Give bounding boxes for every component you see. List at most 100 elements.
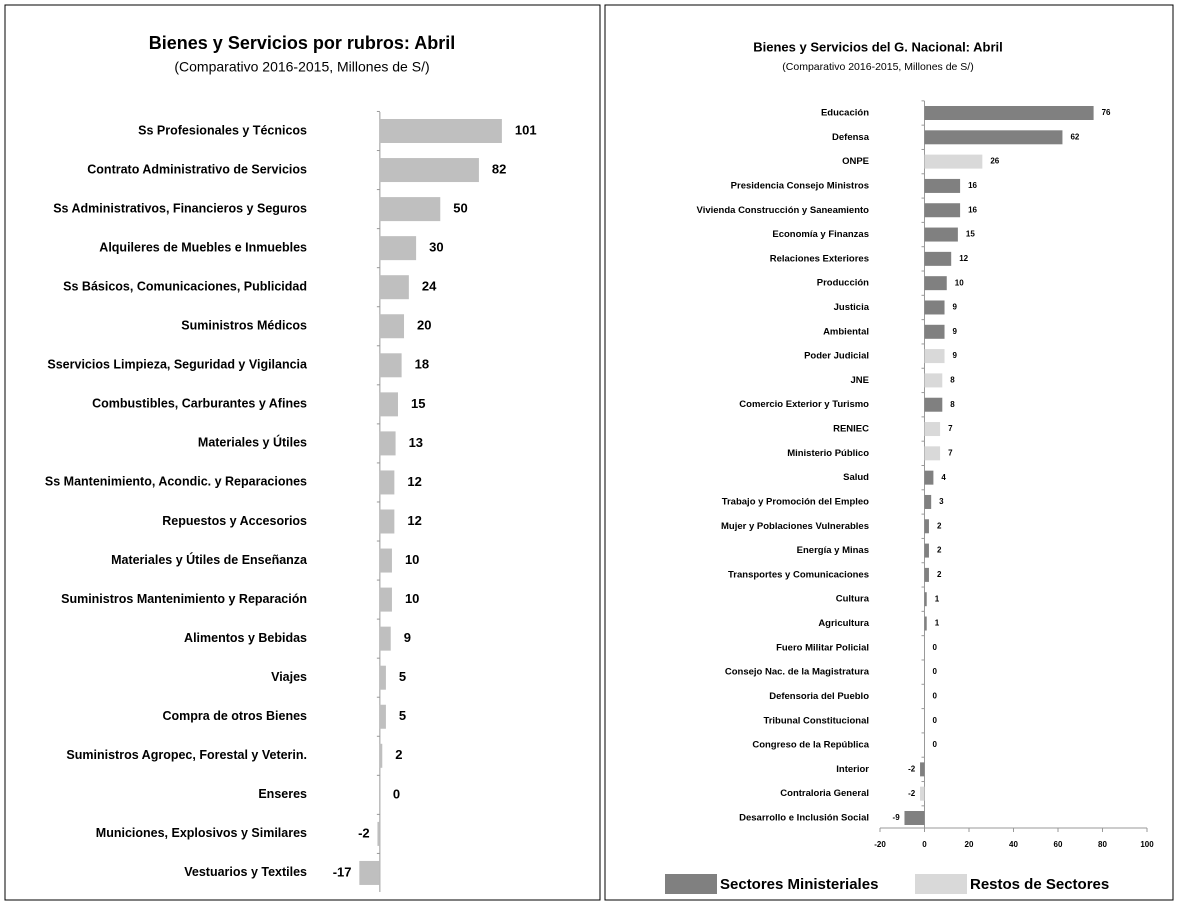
value-label: 1: [935, 619, 940, 628]
value-label: 82: [492, 161, 506, 176]
bar: [924, 422, 941, 437]
category-label: Ss Administrativos, Financieros y Seguro…: [53, 201, 307, 215]
value-label: 15: [966, 230, 975, 239]
value-label: 2: [937, 546, 942, 555]
legend-label: Restos de Sectores: [970, 876, 1109, 893]
category-label: Ss Profesionales y Técnicos: [138, 123, 307, 137]
bar: [379, 236, 417, 261]
category-label: Energía y Minas: [797, 545, 869, 556]
bar: [379, 509, 395, 534]
category-label: Vestuarios y Textiles: [184, 865, 307, 879]
value-label: 0: [933, 716, 938, 725]
value-label: -2: [908, 764, 916, 773]
bar: [924, 446, 941, 461]
value-label: 16: [968, 205, 977, 214]
bar: [924, 616, 927, 631]
bar: [924, 130, 1063, 145]
category-label: Viajes: [271, 670, 307, 684]
bar: [377, 821, 380, 846]
value-label: 10: [405, 552, 419, 567]
chart-subtitle: (Comparativo 2016-2015, Millones de S/): [174, 59, 429, 75]
bar: [924, 567, 929, 582]
category-label: Defensa: [832, 132, 870, 143]
category-label: Materiales y Útiles de Enseñanza: [111, 552, 308, 567]
category-label: Transportes y Comunicaciones: [728, 569, 869, 580]
value-label: 5: [399, 708, 406, 723]
value-label: 7: [948, 424, 953, 433]
bar: [924, 397, 943, 412]
category-label: Justicia: [834, 302, 870, 313]
bar: [379, 548, 392, 573]
category-label: Contraloria General: [780, 788, 869, 799]
category-label: Fuero Militar Policial: [776, 642, 869, 653]
category-label: RENIEC: [833, 424, 869, 435]
bar: [924, 373, 943, 388]
bar: [924, 349, 945, 364]
category-label: Consejo Nac. de la Magistratura: [725, 667, 870, 678]
category-label: Interior: [836, 764, 869, 775]
bar: [924, 154, 983, 169]
x-tick-label: 100: [1140, 840, 1154, 849]
category-label: Desarrollo e Inclusión Social: [739, 813, 869, 824]
value-label: 10: [405, 591, 419, 606]
x-tick-label: -20: [874, 840, 886, 849]
bar: [379, 587, 392, 612]
category-label: Salud: [843, 472, 869, 483]
category-label: Alimentos y Bebidas: [184, 631, 307, 645]
bar: [379, 470, 395, 495]
category-label: Comercio Exterior y Turismo: [739, 399, 869, 410]
value-label: 101: [515, 122, 537, 137]
category-label: Enseres: [258, 787, 307, 801]
bar: [924, 276, 947, 291]
bar: [379, 353, 402, 378]
bar: [379, 392, 398, 417]
legend-swatch: [915, 874, 967, 894]
value-label: 18: [415, 357, 429, 372]
category-label: Cultura: [836, 594, 870, 605]
bar: [924, 519, 929, 534]
bar: [379, 275, 409, 300]
value-label: 12: [959, 254, 968, 263]
value-label: 2: [937, 521, 942, 530]
category-label: Municiones, Explosivos y Similares: [96, 826, 307, 840]
value-label: 9: [953, 303, 958, 312]
category-label: ONPE: [842, 156, 869, 167]
bar: [924, 251, 952, 266]
x-tick-label: 60: [1054, 840, 1063, 849]
category-label: Economía y Finanzas: [772, 229, 869, 240]
category-label: Suministros Médicos: [181, 319, 307, 333]
category-label: Sservicios Limpieza, Seguridad y Vigilan…: [47, 358, 308, 372]
legend-swatch: [665, 874, 717, 894]
bar: [924, 494, 932, 509]
category-label: Poder Judicial: [804, 351, 869, 362]
value-label: 1: [935, 594, 940, 603]
category-label: Contrato Administrativo de Servicios: [87, 162, 307, 176]
category-label: Presidencia Consejo Ministros: [731, 180, 869, 191]
category-label: Ministerio Público: [787, 448, 869, 459]
value-label: 20: [417, 318, 431, 333]
bar: [379, 119, 502, 143]
category-label: Educación: [821, 108, 869, 119]
value-label: 13: [409, 435, 423, 450]
category-label: JNE: [851, 375, 869, 386]
value-label: 30: [429, 240, 443, 255]
category-label: Congreso de la República: [752, 740, 869, 751]
value-label: 0: [933, 740, 938, 749]
value-label: 3: [939, 497, 944, 506]
category-label: Ss Mantenimiento, Acondic. y Reparacione…: [45, 475, 307, 489]
value-label: 9: [404, 630, 411, 645]
bar: [379, 743, 383, 768]
value-label: 5: [399, 669, 406, 684]
value-label: 62: [1070, 132, 1079, 141]
value-label: 8: [950, 400, 955, 409]
value-label: 76: [1102, 108, 1111, 117]
category-label: Alquileres de Muebles e Inmuebles: [99, 240, 307, 254]
bar: [920, 762, 925, 777]
category-label: Suministros Mantenimiento y Reparación: [61, 592, 307, 606]
x-tick-label: 80: [1098, 840, 1107, 849]
category-label: Tribunal Constitucional: [763, 715, 869, 726]
bar: [379, 665, 386, 690]
x-tick-label: 0: [922, 840, 927, 849]
category-label: Vivienda Construcción y Saneamiento: [697, 205, 870, 216]
